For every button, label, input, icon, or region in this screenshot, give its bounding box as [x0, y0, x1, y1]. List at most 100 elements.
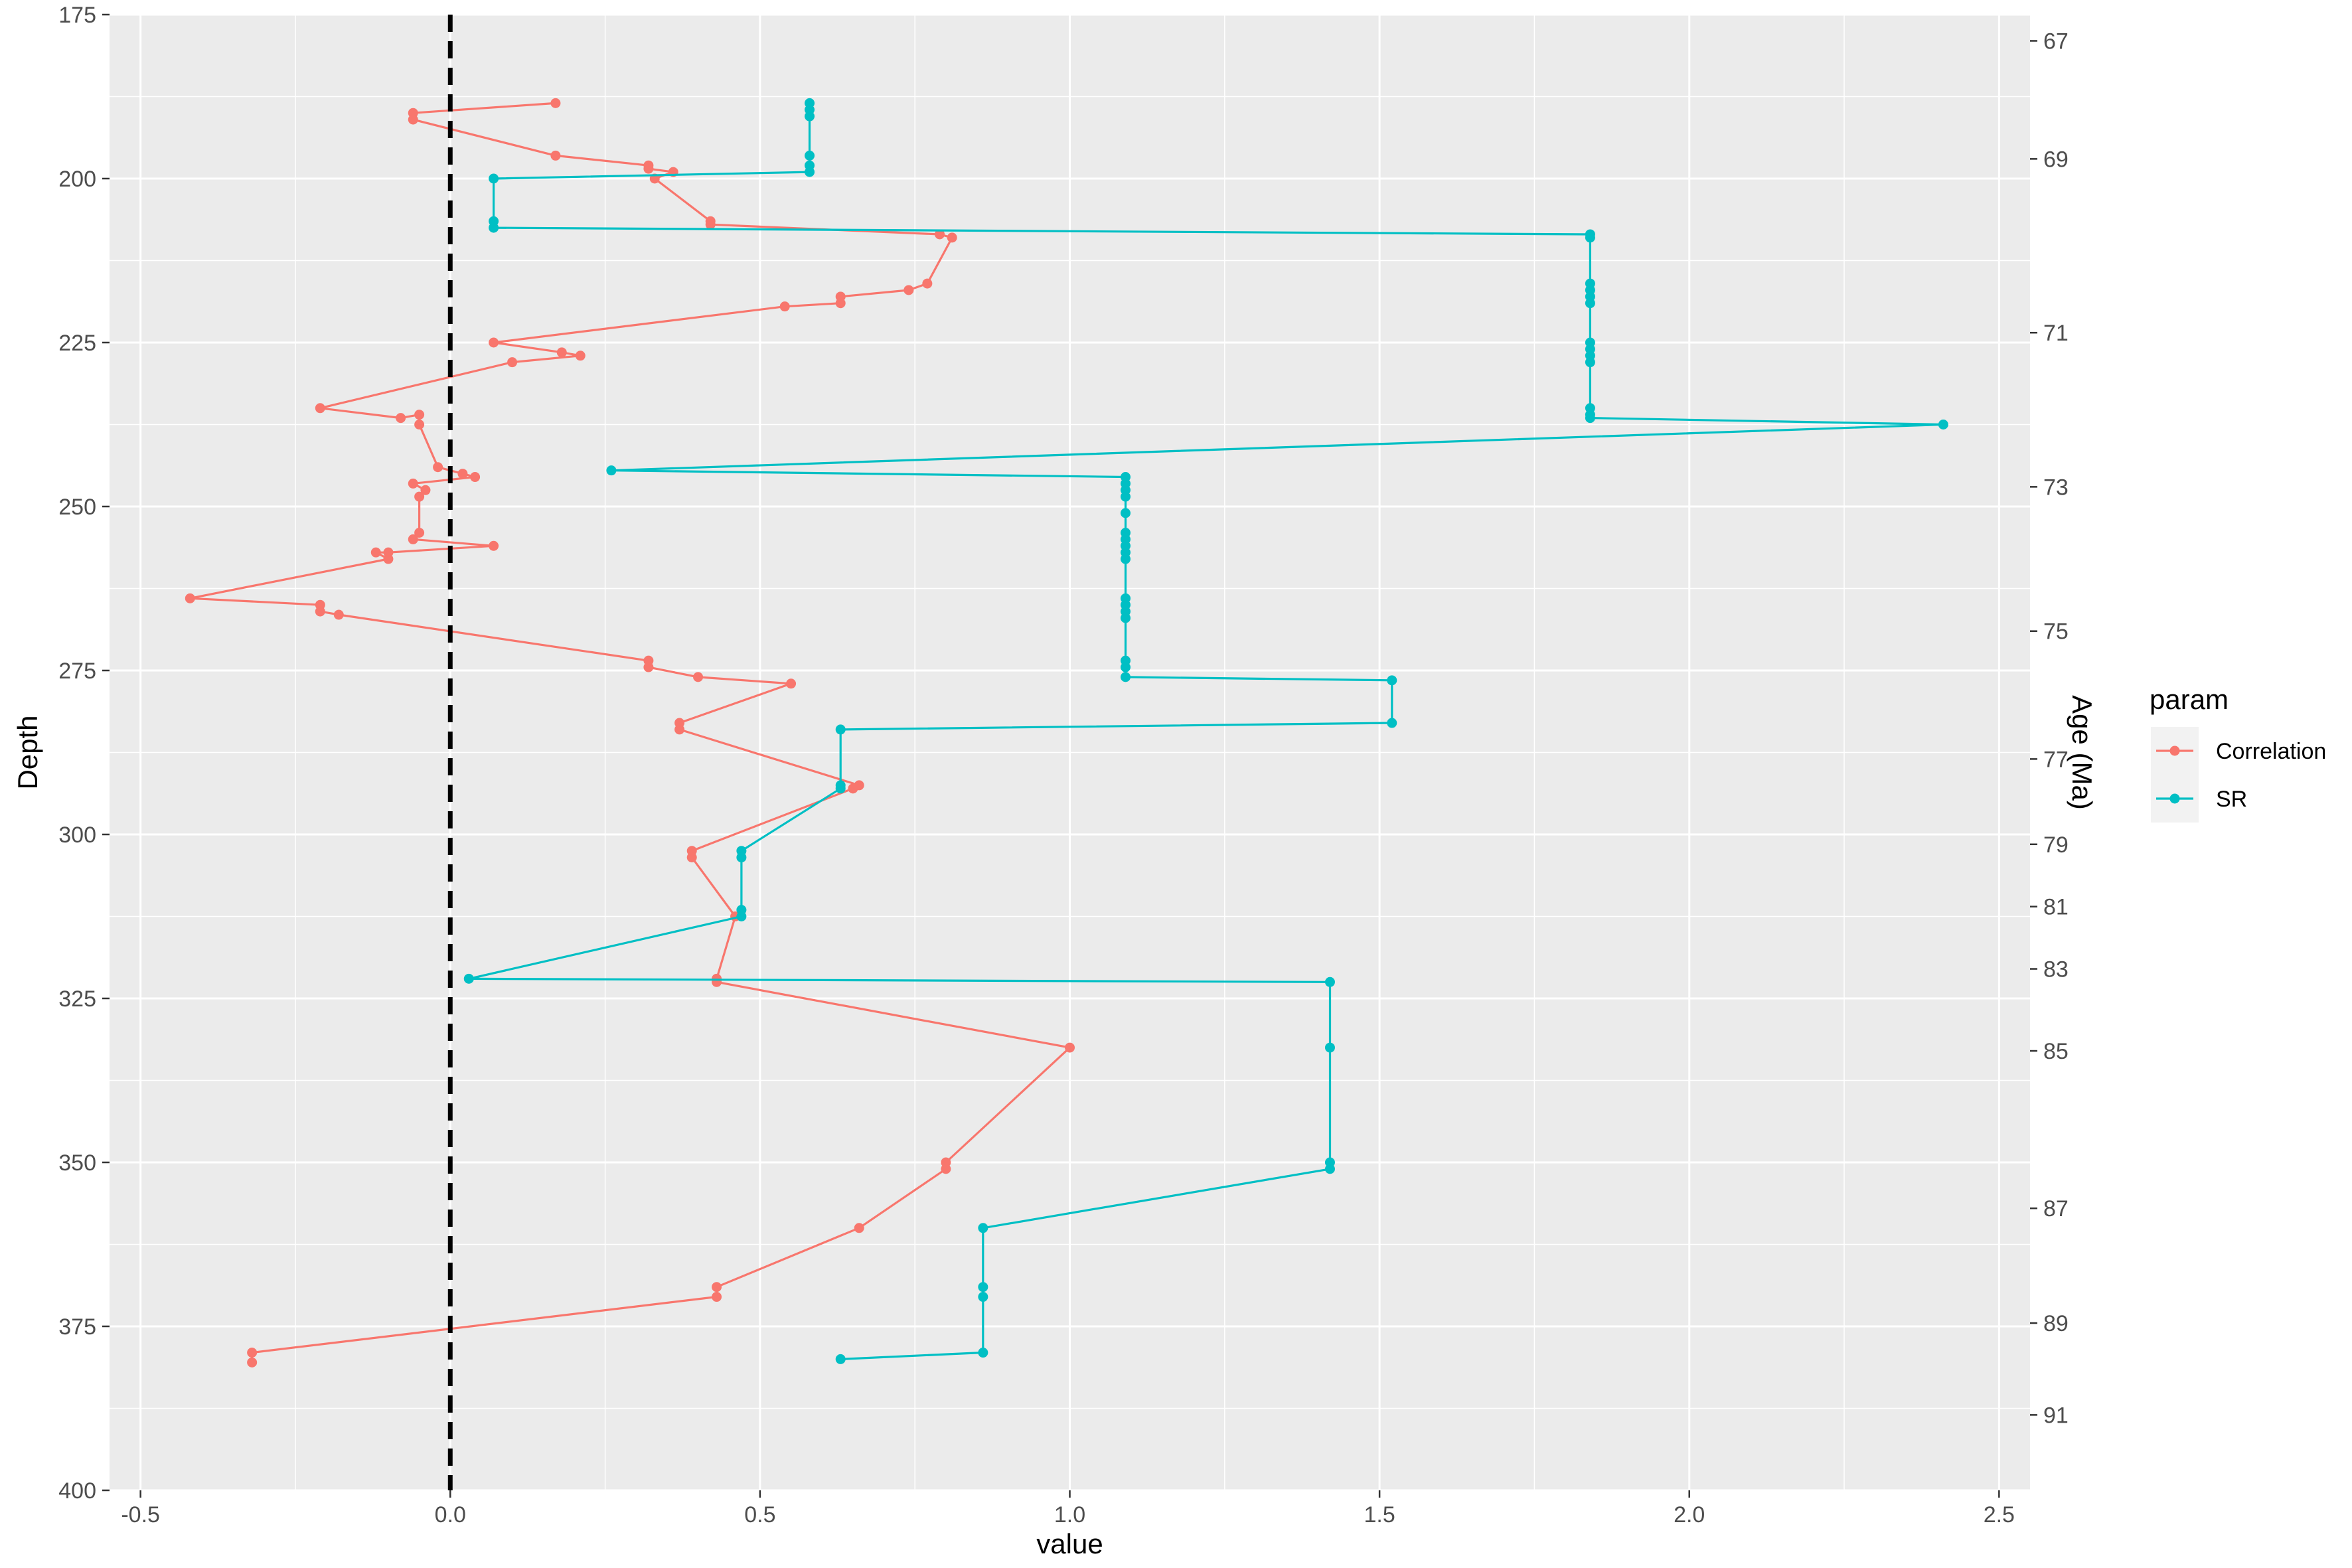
data-point-correlation: [922, 278, 933, 289]
data-point-correlation: [507, 357, 518, 368]
data-point-sr: [736, 911, 747, 921]
data-point-correlation: [848, 783, 858, 794]
legend-key-point: [2169, 745, 2180, 756]
data-point-sr: [805, 111, 815, 121]
y-tick-label: 300: [58, 823, 96, 848]
x-tick-label: 2.0: [1674, 1502, 1705, 1528]
data-point-correlation: [414, 420, 425, 430]
y-tick-label: 275: [58, 659, 96, 684]
data-point-correlation: [556, 347, 567, 358]
y-tick-label: 225: [58, 331, 96, 356]
y-tick-label: 325: [58, 986, 96, 1012]
data-point-correlation: [315, 403, 325, 414]
age-tick-label: 75: [2043, 619, 2069, 645]
data-point-sr: [835, 783, 846, 794]
data-point-sr: [978, 1282, 988, 1293]
x-tick-label: 1.0: [1054, 1502, 1085, 1528]
data-point-correlation: [575, 351, 586, 361]
y-axis: 175 200 225 250 275 300 325 350 375 400: [58, 3, 110, 1504]
data-point-sr: [978, 1348, 988, 1358]
x-tick-label: 0.0: [435, 1502, 466, 1528]
x-axis: -0.5 0.0 0.5 1.0 1.5 2.0 2.5: [121, 1490, 2015, 1528]
data-point-correlation: [247, 1348, 258, 1358]
data-point-correlation: [786, 678, 797, 689]
age-tick-label: 79: [2043, 832, 2069, 858]
y-tick-label: 200: [58, 167, 96, 192]
data-point-correlation: [705, 219, 716, 230]
data-point-correlation: [550, 150, 561, 161]
data-point-sr: [1387, 718, 1397, 728]
data-point-correlation: [643, 662, 654, 672]
age-tick-label: 87: [2043, 1196, 2069, 1221]
age-axis: 67 69 71 73 75 77 79 81 83 85 87 89 91: [2030, 29, 2069, 1428]
data-point-correlation: [550, 98, 561, 108]
data-point-correlation: [712, 977, 722, 987]
y-tick-label: 400: [58, 1478, 96, 1504]
data-point-correlation: [903, 285, 914, 295]
data-point-sr: [736, 852, 747, 863]
y-tick-label: 375: [58, 1314, 96, 1340]
data-point-sr: [1324, 1042, 1335, 1053]
data-point-correlation: [370, 547, 381, 558]
data-point-sr: [1120, 508, 1131, 518]
data-point-correlation: [457, 469, 468, 479]
data-point-correlation: [941, 1164, 951, 1174]
data-point-sr: [1120, 662, 1131, 672]
y-tick-label: 175: [58, 3, 96, 28]
legend-label-correlation: Correlation: [2216, 739, 2326, 764]
legend-items: Correlation SR: [2151, 727, 2326, 823]
data-point-correlation: [383, 554, 394, 564]
data-point-correlation: [396, 413, 406, 424]
data-point-correlation: [835, 298, 846, 309]
age-tick-label: 67: [2043, 29, 2069, 54]
data-point-correlation: [315, 606, 325, 617]
age-tick-label: 83: [2043, 957, 2069, 982]
data-point-correlation: [185, 593, 195, 603]
x-tick-label: 0.5: [744, 1502, 775, 1528]
data-point-sr: [805, 167, 815, 177]
data-point-sr: [1387, 675, 1397, 686]
data-point-correlation: [414, 410, 425, 420]
data-point-correlation: [686, 852, 697, 863]
data-point-sr: [1120, 554, 1131, 564]
age-tick-label: 85: [2043, 1039, 2069, 1064]
series-sr: [463, 98, 1948, 1364]
data-point-correlation: [420, 485, 431, 495]
data-point-sr: [1324, 977, 1335, 987]
data-point-correlation: [408, 478, 418, 489]
data-point-correlation: [693, 672, 704, 682]
y-axis-title: Depth: [12, 715, 43, 789]
data-point-correlation: [489, 337, 499, 348]
data-point-sr: [1120, 613, 1131, 623]
data-point-correlation: [779, 301, 790, 312]
y-tick-label: 250: [58, 495, 96, 520]
data-point-sr: [489, 222, 499, 233]
data-point-correlation: [712, 1282, 722, 1293]
data-point-correlation: [854, 1223, 864, 1233]
data-point-correlation: [408, 114, 418, 125]
series-correlation: [185, 98, 1075, 1368]
data-point-sr: [1324, 1164, 1335, 1174]
data-point-correlation: [433, 462, 443, 473]
data-point-correlation: [643, 163, 654, 174]
data-point-sr: [606, 465, 617, 476]
data-point-sr: [1585, 357, 1595, 368]
age-tick-label: 71: [2043, 321, 2069, 346]
data-point-sr: [1585, 298, 1595, 309]
data-point-sr: [978, 1223, 988, 1233]
data-point-correlation: [470, 472, 481, 483]
data-point-correlation: [935, 229, 945, 240]
legend: param Correlation SR: [2150, 684, 2326, 823]
data-point-sr: [1120, 672, 1131, 682]
data-point-correlation: [712, 1292, 722, 1302]
data-point-sr: [978, 1292, 988, 1302]
data-point-sr: [1938, 420, 1948, 430]
data-point-correlation: [247, 1357, 258, 1368]
age-tick-label: 77: [2043, 747, 2069, 772]
x-tick-label: 1.5: [1364, 1502, 1395, 1528]
data-point-correlation: [674, 724, 685, 735]
age-tick-label: 81: [2043, 895, 2069, 920]
data-point-sr: [805, 150, 815, 161]
y-tick-label: 350: [58, 1150, 96, 1176]
